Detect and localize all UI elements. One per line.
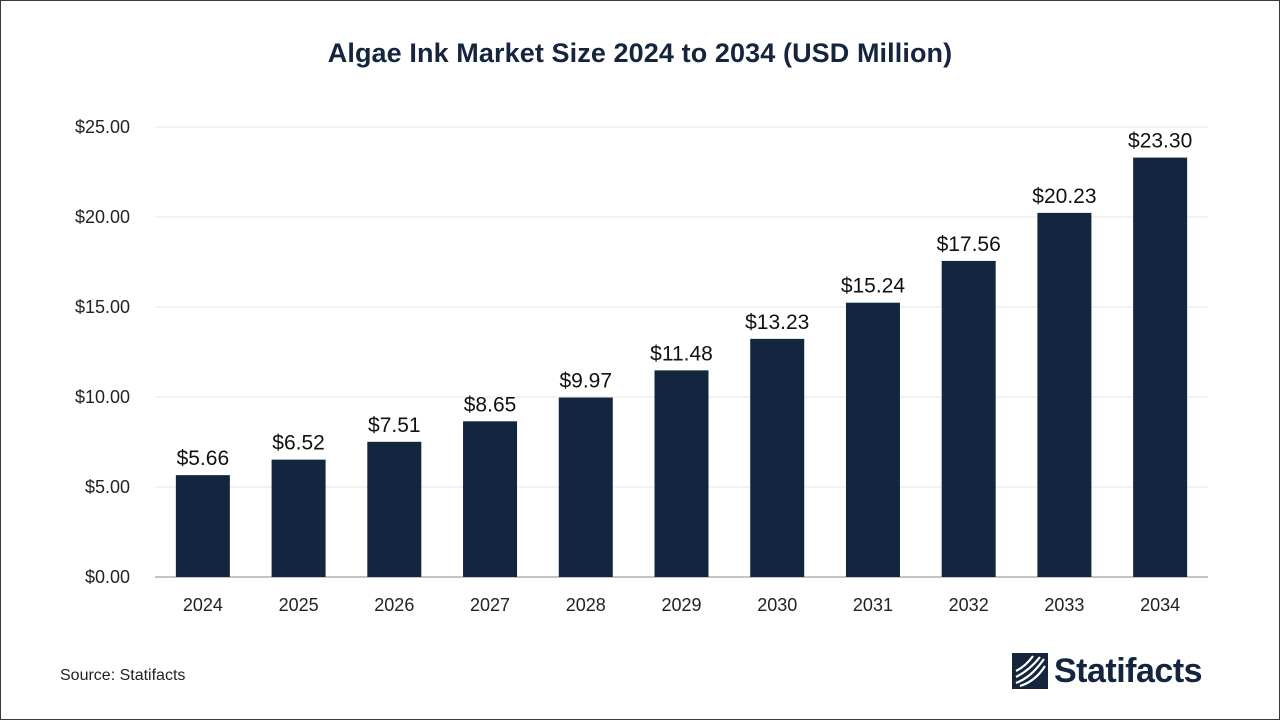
data-label: $23.30 <box>1128 130 1192 153</box>
bar <box>941 260 996 577</box>
x-tick-label: 2034 <box>1140 595 1180 615</box>
y-tick-label: $25.00 <box>75 117 130 137</box>
bar <box>558 397 613 577</box>
bar <box>1037 212 1092 578</box>
data-label: $7.51 <box>368 414 421 437</box>
bar <box>750 338 805 577</box>
statifacts-logo-icon <box>1012 653 1048 689</box>
data-label: $17.56 <box>937 233 1001 256</box>
data-label: $15.24 <box>841 275 906 298</box>
data-label: $6.52 <box>272 432 325 455</box>
bar <box>175 475 230 577</box>
bar <box>367 441 422 577</box>
data-label: $20.23 <box>1032 185 1096 208</box>
y-tick-label: $5.00 <box>85 477 130 497</box>
y-tick-label: $15.00 <box>75 297 130 317</box>
y-tick-label: $10.00 <box>75 387 130 407</box>
bar <box>845 302 900 577</box>
x-tick-label: 2032 <box>949 595 989 615</box>
bar <box>463 421 518 577</box>
x-tick-label: 2031 <box>853 595 893 615</box>
data-label: $11.48 <box>650 342 713 365</box>
x-tick-label: 2026 <box>374 595 414 615</box>
data-label: $13.23 <box>745 311 809 334</box>
source-note: Source: Statifacts <box>60 667 186 684</box>
bar <box>1133 157 1188 577</box>
x-tick-label: 2027 <box>470 595 510 615</box>
x-tick-label: 2030 <box>757 595 797 615</box>
x-tick-label: 2024 <box>183 595 223 615</box>
x-tick-label: 2029 <box>661 595 701 615</box>
data-label: $9.97 <box>559 370 612 393</box>
y-tick-label: $20.00 <box>75 207 130 227</box>
brand-logo: Statifacts <box>1012 651 1203 690</box>
x-tick-label: 2028 <box>566 595 606 615</box>
brand-name: Statifacts <box>1054 651 1203 690</box>
chart-title: Algae Ink Market Size 2024 to 2034 (USD … <box>327 38 953 68</box>
data-label: $8.65 <box>464 393 517 416</box>
bar <box>654 370 709 577</box>
bar <box>271 459 326 577</box>
data-label: $5.66 <box>177 447 230 470</box>
y-tick-label: $0.00 <box>85 567 130 587</box>
x-tick-label: 2025 <box>279 595 319 615</box>
x-tick-label: 2033 <box>1044 595 1084 615</box>
